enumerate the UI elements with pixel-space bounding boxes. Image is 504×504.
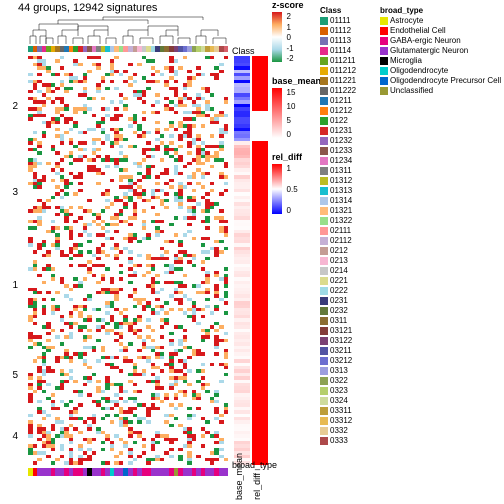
legend-rel-diff: rel_diff 10.50 [272,152,305,214]
heatmap-main [28,56,228,464]
legend-class: Class01111011120111301114011211011212011… [320,6,356,446]
broad-type-bar [28,468,228,476]
annot-label-rel-diff: rel_diff [252,473,262,500]
page-title: 44 groups, 12942 signatures [18,2,157,14]
legend-base-mean: base_mean 151050 [272,76,321,138]
row-group-labels: 23154 [2,56,22,464]
annot-base-mean [234,56,250,464]
broad-type-axis-label: broad_type [232,460,277,470]
legend-zscore: z-score 210-1-2 [272,0,305,62]
dendrogram [28,14,228,44]
annot-rel-diff [252,56,268,464]
legend-broad-type: broad_typeAstrocyteEndothelial CellGABA-… [380,6,501,96]
class-axis-label: Class [232,46,255,56]
column-color-bar [28,46,228,52]
